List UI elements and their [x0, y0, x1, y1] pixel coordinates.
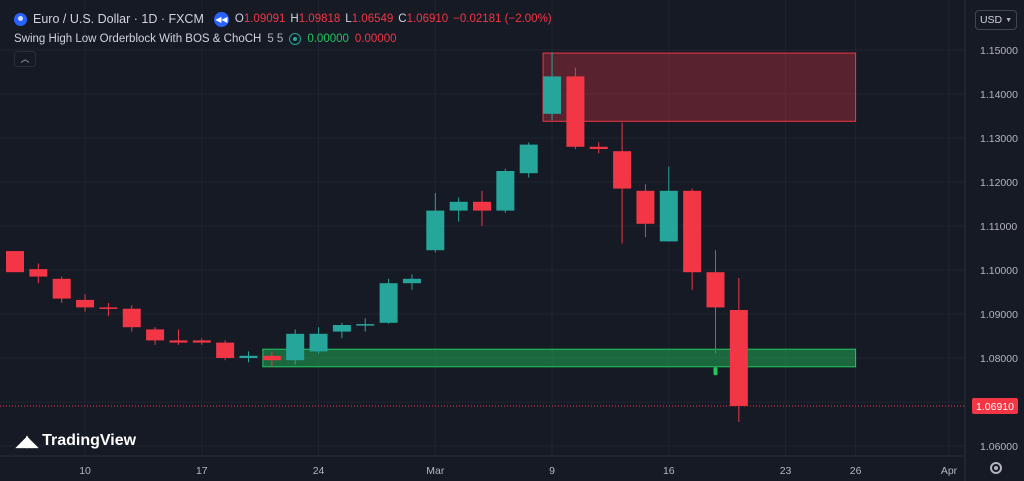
change-value: −0.02181 (−2.00%): [453, 13, 552, 25]
last-price-badge: [972, 397, 1018, 414]
price-axis-label: 1.13000: [980, 133, 1018, 145]
price-axis-label: 1.10000: [980, 265, 1018, 277]
demand-orderblock-zone: [262, 348, 857, 368]
time-axis-label: Mar: [426, 465, 445, 477]
candle-body[interactable]: [659, 190, 678, 242]
price-axis-label: 1.15000: [980, 45, 1018, 57]
candle-body[interactable]: [356, 324, 375, 326]
candle-body[interactable]: [426, 210, 445, 251]
candle-body[interactable]: [566, 76, 585, 147]
candle-body[interactable]: [76, 299, 95, 308]
candle-body[interactable]: [379, 283, 398, 323]
candle-body[interactable]: [99, 307, 118, 309]
collapse-legend-button[interactable]: ︿: [14, 51, 36, 67]
candle-body[interactable]: [473, 201, 491, 211]
time-axis-label: 9: [549, 465, 555, 477]
last-price-label: 1.06910: [976, 401, 1014, 413]
chevron-up-icon: ︿: [20, 54, 30, 64]
currency-label: USD: [979, 14, 1003, 26]
time-axis-label: 17: [196, 465, 208, 477]
price-axis-label: 1.11000: [980, 221, 1017, 233]
high-label: H: [290, 13, 299, 25]
candle-body[interactable]: [636, 190, 655, 224]
candle-body[interactable]: [29, 269, 48, 277]
close-value: 1.06910: [406, 13, 449, 25]
candle-body[interactable]: [146, 329, 165, 341]
chevron-down-icon: ▼: [1005, 16, 1013, 24]
candle-body[interactable]: [6, 251, 24, 273]
candle-body[interactable]: [332, 325, 351, 332]
candle-body[interactable]: [706, 272, 725, 308]
open-value: 1.09091: [243, 13, 286, 25]
candle-body[interactable]: [402, 278, 421, 284]
gear-icon[interactable]: [990, 462, 1002, 474]
time-axis-label: 26: [850, 465, 862, 477]
high-value: 1.09818: [298, 13, 341, 25]
time-axis-label: 10: [79, 465, 91, 477]
candle-body[interactable]: [449, 201, 468, 211]
low-value: 1.06549: [351, 13, 394, 25]
eye-icon[interactable]: [289, 33, 302, 45]
indicator-params: 5 5: [267, 33, 284, 45]
currency-flag-icon[interactable]: [14, 12, 27, 26]
price-axis-label: 1.09000: [980, 309, 1018, 321]
price-axis-label: 1.08000: [980, 353, 1018, 365]
candle-body[interactable]: [519, 144, 538, 174]
time-axis-label: Apr: [941, 465, 958, 477]
open-label: O: [234, 13, 244, 25]
ohlc-values: O1.09091 H1.09818 L1.06549 C1.06910 −0.0…: [235, 13, 552, 25]
candle-body[interactable]: [589, 146, 608, 149]
tradingview-logo[interactable]: ◢◣ TradingView: [16, 432, 136, 450]
time-axis-label: 23: [780, 465, 792, 477]
time-axis-label: 16: [663, 465, 675, 477]
price-axis-label: 1.06000: [980, 441, 1018, 453]
symbol-title[interactable]: Euro / U.S. Dollar · 1D · FXCM: [33, 12, 204, 26]
candle-body[interactable]: [683, 190, 702, 273]
candle-body[interactable]: [309, 333, 328, 352]
candle-body[interactable]: [169, 340, 188, 343]
symbol-header: Euro / U.S. Dollar · 1D · FXCM ◀◀ O1.090…: [14, 11, 552, 27]
price-axis-label: 1.12000: [980, 177, 1018, 189]
candle-body[interactable]: [216, 342, 235, 358]
candle-body[interactable]: [262, 355, 281, 361]
candle-body[interactable]: [543, 76, 562, 114]
indicator-value-1: 0.00000: [307, 33, 349, 45]
signal-marker: [713, 367, 718, 376]
candle-body[interactable]: [122, 308, 141, 328]
low-label: L: [345, 13, 352, 25]
close-label: C: [398, 13, 407, 25]
candle-body[interactable]: [496, 171, 515, 211]
indicator-value-2: 0.00000: [354, 33, 397, 45]
candle-body[interactable]: [239, 355, 258, 358]
candle-body[interactable]: [192, 340, 211, 343]
tradingview-logo-icon: ◢◣: [16, 433, 38, 450]
logo-text: TradingView: [42, 432, 137, 449]
supply-orderblock-zone: [542, 52, 857, 122]
price-axis-label: 1.14000: [980, 89, 1018, 101]
candle-body[interactable]: [286, 333, 305, 361]
candle-body[interactable]: [613, 151, 632, 189]
indicator-name[interactable]: Swing High Low Orderblock With BOS & Cho…: [14, 33, 262, 45]
currency-button[interactable]: USD ▼: [975, 10, 1017, 30]
indicator-legend: Swing High Low Orderblock With BOS & Cho…: [14, 32, 397, 46]
replay-icon[interactable]: ◀◀: [213, 11, 229, 27]
candle-body[interactable]: [729, 309, 748, 406]
candle-body[interactable]: [52, 278, 71, 299]
time-axis-label: 24: [313, 465, 325, 477]
